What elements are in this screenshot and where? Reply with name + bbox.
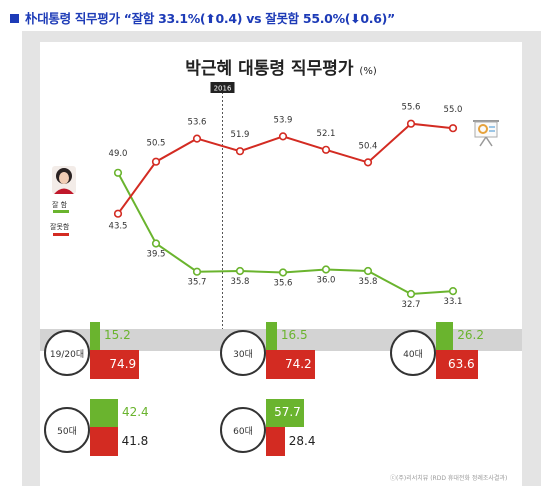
bad-value: 28.4 [288,434,316,448]
good-bar [266,322,277,350]
data-label: 55.0 [444,105,463,115]
age-label: 19/20대 [44,330,90,376]
data-point-bad [321,145,331,154]
data-point-good [278,268,288,277]
age-label: 40대 [390,330,436,376]
bad-bar [90,427,118,456]
chart-card: 박근혜 대통령 직무평가 (%) 2016 49.0 39.5 35.7 35.8 35.… [40,42,522,490]
data-point-good [321,265,331,274]
age-label: 60대 [220,407,266,453]
data-label: 35.7 [188,278,207,288]
data-label: 39.5 [147,250,166,260]
data-point-bad [192,134,202,143]
bad-value: 74.9 [109,357,137,371]
bad-value: 41.8 [121,434,149,448]
data-point-good [151,239,161,248]
legend: 잘 함 잘못함 [48,166,82,266]
bad-bar [266,427,285,456]
year-marker-label: 2016 [214,85,232,93]
age-label: 30대 [220,330,266,376]
good-value: 42.4 [121,405,149,419]
data-point-bad [113,209,123,218]
age-group: 30대 16.5 74.2 [220,322,370,382]
legend-good-label: 잘 함 [52,201,68,209]
good-value: 16.5 [280,328,308,342]
bad-bar [266,350,315,379]
age-group: 50대 42.4 41.8 [44,399,194,459]
president-avatar-icon [52,166,76,194]
data-point-bad [278,132,288,141]
line-chart-svg: 2016 49.0 39.5 35.7 35.8 35.6 36.0 35.8 32.7 33.1… [102,82,474,346]
data-label: 35.8 [231,277,250,287]
data-point-bad [151,157,161,166]
good-value: 15.2 [104,328,131,342]
age-group: 40대 26.2 63.6 [390,322,540,382]
data-label: 53.9 [274,115,293,125]
data-label: 50.5 [147,139,166,149]
good-bar [436,322,454,350]
series-line-good [117,172,454,296]
bad-value: 63.6 [447,357,475,371]
data-point-bad [406,119,416,128]
data-label: 49.0 [109,149,128,159]
headline-square-icon [10,14,19,23]
data-label: 35.8 [359,277,378,287]
projector-icon [470,118,502,148]
source-note: ⓒ(주)리서치뷰 (RDD 휴대전화 정례조사결과) [390,475,508,482]
legend-bad-swatch [53,233,69,236]
data-point-bad [448,124,458,133]
age-label: 50대 [44,407,90,453]
bad-value: 74.2 [284,357,312,371]
data-label: 36.0 [317,276,336,286]
age-group: 19/20대 15.2 74.9 [44,322,194,382]
chart-title: 박근혜 대통령 직무평가 (%) [40,54,522,79]
data-label: 33.1 [444,297,463,307]
data-point-good [363,266,373,276]
data-point-bad [363,158,373,167]
data-label: 53.6 [188,118,207,128]
chart-unit: (%) [359,66,377,77]
headline-text: 朴대통령 직무평가 “잘함 33.1%(⬆︎0.4) vs 잘못함 55.0%(… [25,11,395,26]
year-marker-box [210,82,235,93]
data-label: 55.6 [402,103,421,113]
age-group: 60대 57.7 28.4 [220,399,370,459]
data-point-good [406,289,416,299]
good-bar [90,322,101,350]
good-value: 57.7 [274,405,301,419]
data-label: 50.4 [359,141,378,151]
chart-panel: 박근혜 대통령 직무평가 (%) 2016 49.0 39.5 35.7 35.8 35.… [22,31,541,490]
good-bar [266,399,305,427]
data-label: 35.6 [274,279,293,289]
data-point-good [192,267,202,276]
line-chart: 2016 49.0 39.5 35.7 35.8 35.6 36.0 35.8 32.7 33.1… [40,82,522,351]
data-point-bad [235,147,245,156]
data-label: 32.7 [402,300,421,310]
bad-bar [90,350,140,379]
headline: 朴대통령 직무평가 “잘함 33.1%(⬆︎0.4) vs 잘못함 55.0%(… [10,8,546,26]
chart-title-text: 박근혜 대통령 직무평가 [185,59,354,79]
good-bar [90,399,118,427]
data-point-good [448,287,458,296]
legend-good-swatch [53,210,69,213]
legend-bad-label: 잘못함 [50,223,70,231]
data-label: 51.9 [231,130,250,140]
bad-bar [436,350,478,379]
data-label: 52.1 [317,129,336,139]
data-label: 43.5 [109,222,128,232]
data-point-good [113,168,123,177]
good-value: 26.2 [457,328,484,342]
data-point-good [235,266,245,276]
